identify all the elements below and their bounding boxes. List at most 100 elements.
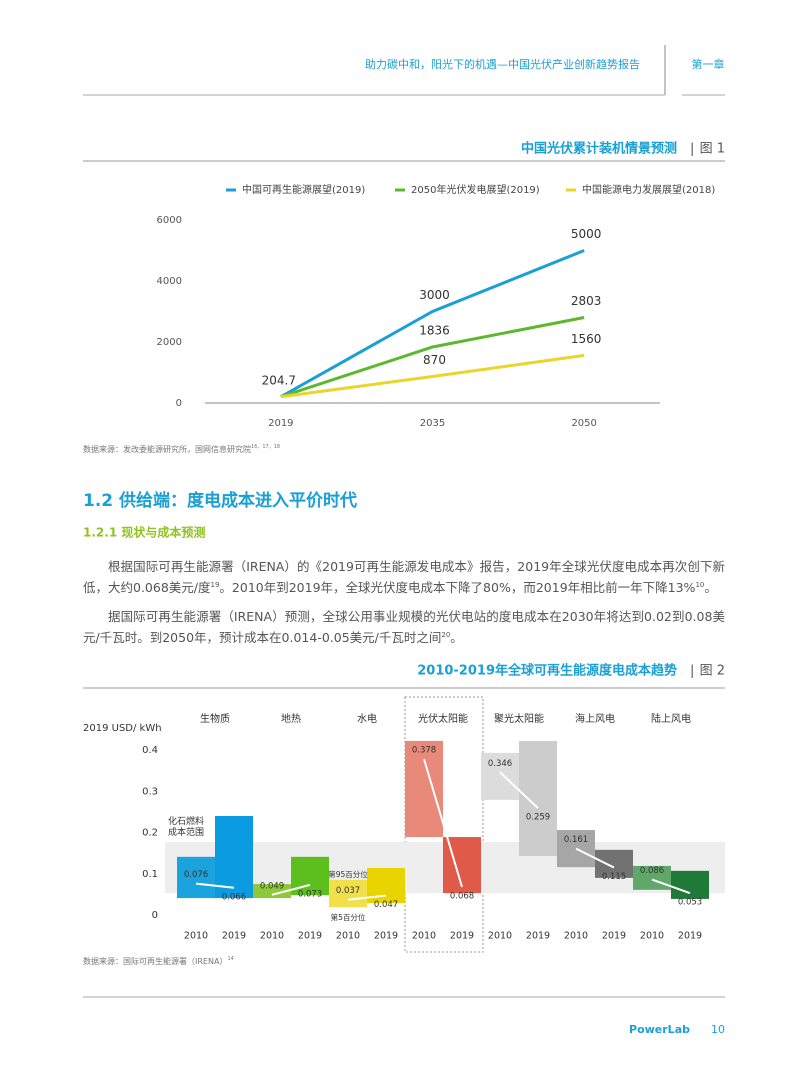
period-label: 2019 xyxy=(298,931,322,942)
data-label: 1560 xyxy=(571,332,602,346)
source-note: 14 xyxy=(227,956,233,962)
value-label: 0.049 xyxy=(260,881,284,891)
trend-line xyxy=(575,847,615,869)
range-bar xyxy=(671,870,709,899)
y-tick-label: 4000 xyxy=(157,276,182,287)
section-heading: 1.2 供给端：度电成本进入平价时代 xyxy=(83,490,357,511)
series-line xyxy=(280,353,585,399)
annotation: 第5百分位 xyxy=(331,912,366,922)
group-label: 陆上风电 xyxy=(651,712,691,725)
separator: | xyxy=(690,664,694,679)
legend-label: 中国能源电力发展展望(2018) xyxy=(582,183,715,196)
x-tick-label: 2019 xyxy=(268,418,293,429)
value-label: 0.346 xyxy=(488,759,512,769)
paragraph: 根据国际可再生能源署（IRENA）的《2019可再生能源发电成本》报告，2019… xyxy=(83,557,725,597)
legend-label: 2050年光伏发电展望(2019) xyxy=(411,183,540,196)
footer-brand: PowerLab xyxy=(629,1023,690,1036)
value-label: 0.073 xyxy=(298,889,322,899)
group-label: 地热 xyxy=(281,712,301,725)
paragraph: 据国际可再生能源署（IRENA）预测，全球公用事业规模的光伏电站的度电成本在20… xyxy=(83,607,725,647)
figure-label: 图 2 xyxy=(700,664,725,679)
header-chapter: 第一章 xyxy=(692,57,725,71)
y-tick-label: 0.3 xyxy=(142,786,158,797)
band-label: 化石燃料成本范围 xyxy=(168,817,205,838)
text: 根据国际可再生能源署（IRENA）的《2019可再生能源发电成本》报告，2019… xyxy=(83,559,725,596)
series-line xyxy=(280,316,585,399)
trend-line xyxy=(499,771,539,809)
value-label: 0.115 xyxy=(602,872,626,882)
value-label: 0.076 xyxy=(184,870,208,880)
y-tick-label: 0 xyxy=(152,910,158,921)
source: 数据来源：发改委能源研究所，国网信息研究院16，17，18 xyxy=(83,444,280,454)
trend-line xyxy=(347,894,387,901)
value-label: 0.037 xyxy=(336,886,360,896)
data-label: 870 xyxy=(423,353,446,367)
footnote-ref: 20 xyxy=(441,631,451,639)
period-label: 2010 xyxy=(488,931,512,942)
y-axis-label: 2019 USD/ kWh xyxy=(83,723,162,734)
x-tick-label: 2035 xyxy=(420,418,445,429)
data-label: 1836 xyxy=(419,324,450,338)
period-label: 2010 xyxy=(564,931,588,942)
series-line xyxy=(280,249,585,399)
period-label: 2019 xyxy=(374,931,398,942)
period-label: 2019 xyxy=(602,931,626,942)
x-tick-label: 2050 xyxy=(571,418,596,429)
data-label: 204.7 xyxy=(262,373,296,387)
trend-line xyxy=(423,758,463,888)
group-label: 光伏太阳能 xyxy=(418,712,468,725)
source: 数据来源：国际可再生能源署（IRENA）14 xyxy=(83,956,234,966)
header-title: 助力碳中和，阳光下的机遇—中国光伏产业创新趋势报告 xyxy=(365,57,640,71)
y-tick-label: 0.1 xyxy=(142,869,158,880)
range-bar xyxy=(595,849,633,878)
range-bar xyxy=(329,879,367,908)
period-label: 2010 xyxy=(336,931,360,942)
group-label: 海上风电 xyxy=(575,712,615,725)
group-label: 水电 xyxy=(357,712,377,725)
value-label: 0.161 xyxy=(564,835,588,845)
value-label: 0.086 xyxy=(640,866,664,876)
period-label: 2019 xyxy=(222,931,246,942)
highlight-box xyxy=(404,696,484,953)
group-label: 聚光太阳能 xyxy=(494,712,544,725)
footnote-ref: 19 xyxy=(210,581,220,589)
range-bar xyxy=(519,740,557,857)
text: 。 xyxy=(450,630,463,646)
range-bar xyxy=(215,816,253,899)
value-label: 0.068 xyxy=(450,891,474,901)
period-label: 2019 xyxy=(526,931,550,942)
separator: | xyxy=(690,142,694,157)
source-text: 数据来源：国际可再生能源署（IRENA） xyxy=(83,956,227,966)
range-bar xyxy=(405,740,443,838)
page-number: 10 xyxy=(711,1023,725,1036)
value-label: 0.053 xyxy=(678,898,702,908)
period-label: 2019 xyxy=(678,931,702,942)
period-label: 2010 xyxy=(412,931,436,942)
range-bar xyxy=(481,752,519,800)
value-label: 0.066 xyxy=(222,892,246,902)
footnote-ref: 10 xyxy=(695,581,705,589)
source-note: 16，17，18 xyxy=(251,444,280,450)
range-bar xyxy=(177,856,215,899)
trend-line xyxy=(271,883,311,896)
period-label: 2010 xyxy=(640,931,664,942)
section-subheading: 1.2.1 现状与成本预测 xyxy=(83,525,205,540)
y-tick-label: 0 xyxy=(176,398,182,409)
period-label: 2010 xyxy=(260,931,284,942)
text: 。2010年到2019年，全球光伏度电成本下降了80%，而2019年相比前一年下… xyxy=(219,580,696,596)
trend-line xyxy=(651,878,691,895)
range-bar xyxy=(253,884,291,899)
data-label: 2803 xyxy=(571,294,602,308)
value-label: 0.378 xyxy=(412,746,436,756)
group-label: 生物质 xyxy=(200,712,230,725)
figure-title: 2010-2019年全球可再生能源度电成本趋势 xyxy=(417,663,677,679)
trend-line xyxy=(195,882,235,889)
text: 。 xyxy=(704,580,717,596)
y-tick-label: 2000 xyxy=(157,337,182,348)
data-label: 5000 xyxy=(571,227,602,241)
value-label: 0.047 xyxy=(374,900,398,910)
y-tick-label: 0.4 xyxy=(142,745,158,756)
y-tick-label: 0.2 xyxy=(142,828,158,839)
